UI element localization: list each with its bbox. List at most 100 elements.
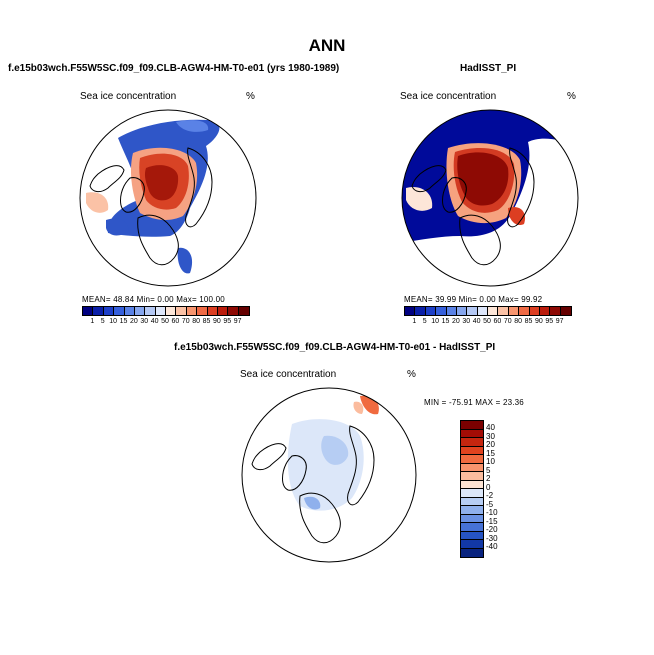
- diff-colorbar-tick-label: 30: [486, 431, 495, 441]
- obs-colorbar-swatch: [425, 307, 437, 315]
- model-ice-labrador: [86, 192, 109, 213]
- diff-colorbar: [460, 420, 484, 558]
- model-colorbar-tick-label: 15: [119, 318, 128, 325]
- diff-colorbar-tick-label: 40: [486, 423, 495, 433]
- obs-colorbar-swatch: [405, 307, 416, 315]
- diff-polar-map: [241, 387, 417, 563]
- model-colorbar-tick-label: 70: [181, 318, 190, 325]
- diff-colorbar-swatch: [461, 531, 483, 540]
- model-colorbar-tick-label: 1: [90, 318, 95, 325]
- diff-colorbar-tick-label: -40: [486, 542, 498, 552]
- model-map-boundary: [79, 109, 257, 287]
- model-colorbar-tick-label: 5: [100, 318, 105, 325]
- diff-colorbar-tick-label: 20: [486, 440, 495, 450]
- diff-colorbar-tick-label: -10: [486, 508, 498, 518]
- diff-coastline-eurasia: [347, 425, 375, 506]
- figure-title: ANN: [308, 36, 346, 55]
- diff-colorbar-tick-label: 2: [486, 474, 491, 484]
- obs-colorbar-tick-label: 97: [555, 318, 564, 325]
- diff-colorbar-tick-label: -30: [486, 533, 498, 543]
- diff-colorbar-swatch: [461, 506, 483, 515]
- diff-colorbar-tick-label: -20: [486, 525, 498, 535]
- obs-colorbar-swatch: [498, 307, 509, 315]
- model-colorbar-tick-label: 80: [192, 318, 201, 325]
- obs-coastline-greenland: [442, 177, 467, 213]
- diff-colorbar-tick-label: 5: [486, 465, 491, 475]
- obs-colorbar-tick-label: 40: [472, 318, 481, 325]
- obs-colorbar-swatch: [436, 307, 447, 315]
- model-colorbar-tick-label: 10: [109, 318, 118, 325]
- diff-colorbar-tick-label: -2: [486, 491, 494, 501]
- model-field-label: Sea ice concentration: [80, 91, 177, 102]
- diff-units-label: %: [407, 369, 416, 380]
- obs-ice-labrador: [406, 186, 433, 211]
- diff-colorbar-swatch: [461, 455, 483, 464]
- diff-colorbar-tick-label: -15: [486, 516, 498, 526]
- model-ice-hudson: [106, 218, 129, 236]
- obs-field-label: Sea ice concentration: [400, 91, 497, 102]
- obs-units-label: %: [567, 91, 576, 102]
- obs-colorbar-tick-label: 30: [462, 318, 471, 325]
- model-coastline-greenland: [120, 177, 145, 213]
- model-colorbar-swatch: [207, 307, 218, 315]
- diff-colorbar-swatch: [461, 472, 483, 481]
- model-panel-title: f.e15b03wch.F55W5SC.f09_f09.CLB-AGW4-HM-…: [8, 63, 340, 74]
- obs-colorbar-tick-label: 5: [422, 318, 427, 325]
- diff-colorbar-swatch: [461, 438, 483, 447]
- diff-colorbar-swatch: [461, 523, 483, 532]
- diff-stats: MIN = -75.91 MAX = 23.36: [424, 398, 524, 407]
- model-colorbar-labels: 1 5 10 15 20 30 40 50 60 70 80 85 90 95 97: [82, 318, 248, 325]
- obs-colorbar-swatch: [539, 307, 551, 315]
- diff-colorbar-tick-label: 10: [486, 457, 495, 467]
- obs-colorbar-tick-label: 80: [514, 318, 523, 325]
- model-colorbar-tick-label: 20: [129, 318, 138, 325]
- model-colorbar-tick-label: 95: [223, 318, 232, 325]
- model-colorbar-swatch: [228, 307, 239, 315]
- diff-map-boundary: [241, 387, 417, 563]
- obs-colorbar-tick-label: 50: [483, 318, 491, 325]
- diff-moderate-negative: [321, 435, 349, 465]
- model-ice-baffin: [177, 247, 193, 274]
- diff-colorbar-tick-label: -5: [486, 499, 494, 509]
- obs-colorbar-swatch: [477, 307, 488, 315]
- model-colorbar-swatch: [114, 307, 125, 315]
- obs-colorbar-tick-label: 15: [441, 318, 450, 325]
- model-coastline-eurasia: [185, 147, 213, 228]
- model-colorbar-tick-label: 40: [150, 318, 159, 325]
- diff-colorbar-swatch: [461, 497, 483, 506]
- obs-colorbar-swatch: [519, 307, 530, 315]
- diff-colorbar-swatch: [461, 463, 483, 472]
- diff-colorbar-swatch: [461, 489, 483, 498]
- model-units-label: %: [246, 91, 255, 102]
- obs-colorbar-swatch: [488, 307, 499, 315]
- obs-colorbar-swatch: [446, 307, 457, 315]
- model-colorbar: [82, 306, 250, 316]
- obs-colorbar-swatch: [415, 307, 426, 315]
- diff-colorbar-swatch: [461, 480, 483, 489]
- obs-colorbar-labels: 1 5 10 15 20 30 40 50 60 70 80 85 90 95 97: [404, 318, 570, 325]
- diff-colorbar-tick-label: 15: [486, 448, 495, 458]
- model-colorbar-swatch: [238, 307, 249, 315]
- diff-colorbar-swatch: [461, 540, 483, 549]
- model-colorbar-swatch: [176, 307, 187, 315]
- obs-coastline-eurasia: [507, 147, 535, 228]
- diff-labrador-negative: [304, 496, 321, 510]
- model-colorbar-swatch: [134, 307, 146, 315]
- obs-panel-title: HadISST_PI: [460, 63, 517, 74]
- diff-barents-light-positive: [353, 401, 364, 414]
- diff-coastline-greenland: [282, 455, 307, 491]
- obs-colorbar-tick-label: 60: [493, 318, 502, 325]
- obs-ice-core: [457, 152, 509, 206]
- model-colorbar-tick-label: 60: [171, 318, 180, 325]
- diff-colorbar-swatch: [461, 548, 483, 557]
- model-colorbar-swatch: [197, 307, 208, 315]
- model-colorbar-tick-label: 50: [161, 318, 169, 325]
- obs-colorbar-tick-label: 90: [534, 318, 543, 325]
- obs-colorbar-swatch: [508, 307, 520, 315]
- obs-colorbar-swatch: [529, 307, 540, 315]
- obs-coastline-america: [411, 165, 501, 266]
- diff-field-label: Sea ice concentration: [240, 369, 337, 380]
- model-ice-barents: [176, 120, 209, 132]
- obs-colorbar-tick-label: 1: [412, 318, 417, 325]
- diff-colorbar-swatch: [461, 429, 483, 438]
